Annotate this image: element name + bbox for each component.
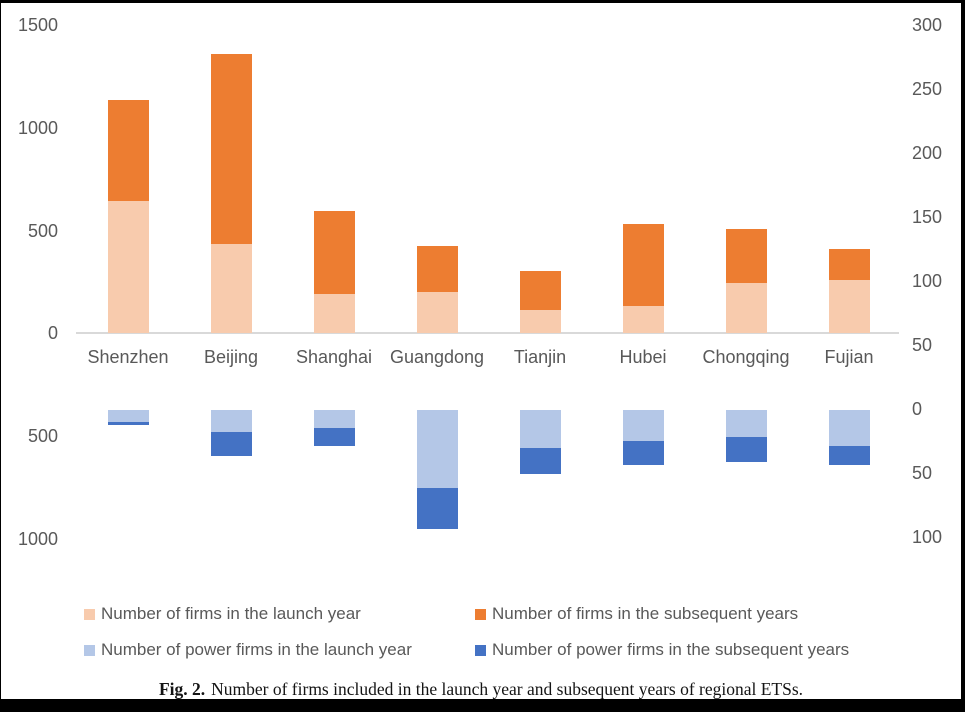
right-axis-tick-label: 50 [912,463,933,483]
bar-firms-subsequent-years [828,248,870,281]
right-axis-tick-label: 0 [912,399,923,419]
bar-firms-launch-year [725,282,767,333]
bar-power-firms-launch-year [313,410,355,428]
left-axis-tick-label: 0 [47,323,58,344]
bar-firms-subsequent-years [519,271,561,311]
bar-firms-subsequent-years [622,223,664,307]
legend-swatch [84,644,95,656]
bar-firms-launch-year [519,310,561,333]
left-axis-tick-label: 1500 [17,15,58,35]
plot-area: 1500 1000 500 0 500 1000 300 250 200 150 100 50 0 50 1… [1,3,961,699]
caption-label: Fig. 2. [158,679,206,699]
right-axis-tick-label: 50 [912,335,933,355]
left-axis-tick-label: 500 [27,426,58,447]
category-label: Fujian [824,347,874,367]
bar-power-firms-launch-year [107,410,149,422]
right-axis-tick-label: 200 [912,143,943,163]
right-axis-tick-label: 100 [912,527,943,547]
legend-item: Number of firms in the subsequent years [475,605,798,623]
legend-label: Number of firms in the subsequent years [492,604,799,623]
bar-power-firms-subsequent-years [519,448,561,474]
legend-swatch [475,644,486,656]
bar-power-firms-subsequent-years [313,427,355,446]
bar-power-firms-launch-year [519,410,561,449]
bar-power-firms-subsequent-years [725,436,767,463]
bar-power-firms-subsequent-years [107,421,149,426]
legend-swatch [475,608,486,620]
category-label: Tianjin [513,347,567,367]
category-label: Shanghai [295,347,373,367]
bar-firms-launch-year [828,280,870,333]
bar-firms-subsequent-years [210,53,252,245]
bar-power-firms-subsequent-years [828,445,870,466]
bar-firms-subsequent-years [725,228,767,283]
bar-firms-launch-year [622,306,664,333]
right-axis-tick-label: 300 [912,15,943,35]
category-label: Hubei [619,347,667,367]
bar-power-firms-subsequent-years [210,431,252,457]
bar-firms-launch-year [107,201,149,333]
bar-firms-subsequent-years [416,246,458,292]
legend-item: Number of firms in the launch year [84,605,361,623]
bar-firms-subsequent-years [313,211,355,294]
x-axis-line [76,332,899,334]
legend-item: Number of power firms in the subsequent … [475,641,849,659]
legend-label: Number of power firms in the subsequent … [492,640,850,659]
category-label: Chongqing [702,347,790,367]
bar-power-firms-launch-year [416,410,458,489]
bar-power-firms-launch-year [828,410,870,446]
bar-firms-subsequent-years [107,100,149,202]
caption-text: Number of firms included in the launch y… [211,679,804,699]
bar-power-firms-subsequent-years [416,488,458,530]
right-axis-tick-label: 150 [912,207,943,227]
left-axis-tick-label: 1000 [17,117,58,138]
bar-firms-launch-year [416,291,458,333]
bar-firms-launch-year [210,244,252,333]
right-axis-tick-label: 250 [912,79,943,99]
figure-caption: Fig. 2. Number of firms included in the l… [1,679,961,700]
category-label: Guangdong [389,347,485,367]
bar-power-firms-launch-year [210,410,252,432]
legend-label: Number of firms in the launch year [101,604,361,623]
bar-power-firms-launch-year [622,410,664,441]
left-axis-tick-label: 500 [27,220,58,241]
legend-item: Number of power firms in the launch year [84,641,412,659]
bar-power-firms-subsequent-years [622,440,664,466]
legend-swatch [84,608,95,620]
bar-firms-launch-year [313,293,355,333]
left-axis-tick-label: 1000 [17,529,58,549]
bar-power-firms-launch-year [725,410,767,437]
figure-panel: 1500 1000 500 0 500 1000 300 250 200 150 100 50 0 50 1… [1,3,961,699]
legend-label: Number of power firms in the launch year [101,640,412,659]
category-label: Shenzhen [87,347,169,367]
right-axis-tick-label: 100 [912,271,943,291]
category-label: Beijing [203,347,259,367]
